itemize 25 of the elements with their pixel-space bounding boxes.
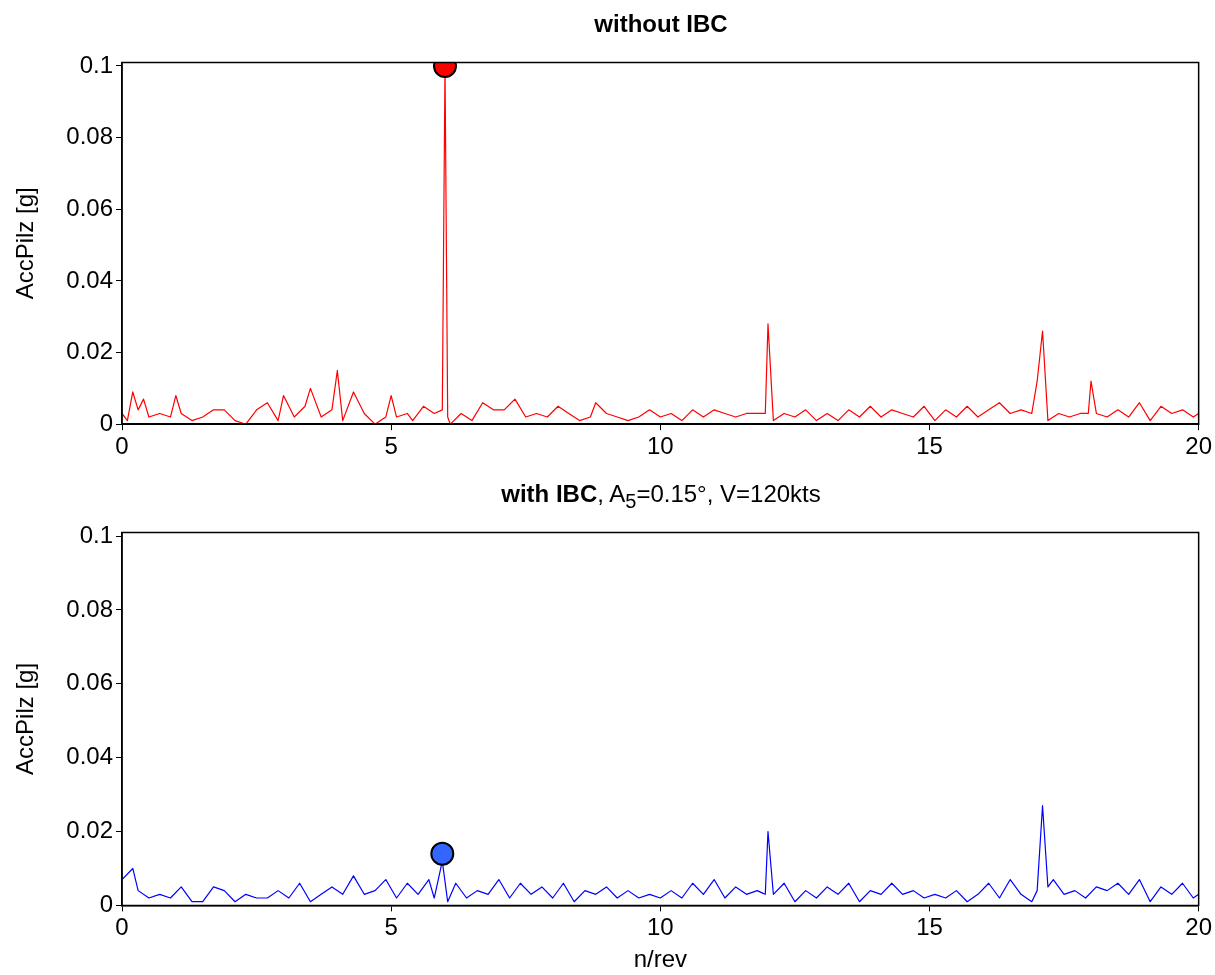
x-tick-label: 15 <box>916 913 943 941</box>
y-tick-label: 0.06 <box>66 193 113 221</box>
y-tick-label: 0.04 <box>66 742 113 770</box>
y-tick-label: 0.08 <box>66 594 113 622</box>
y-tick-label: 0.02 <box>66 816 113 844</box>
y-tick-label: 0 <box>99 408 113 436</box>
y-axis-title: AccPilz [g] <box>11 662 39 775</box>
y-tick-label: 0.1 <box>79 50 113 78</box>
x-tick-label: 20 <box>1185 913 1212 941</box>
y-tick-label: 0.08 <box>66 122 113 150</box>
x-axis-title: n/rev <box>633 945 688 973</box>
x-tick-label: 10 <box>646 913 674 941</box>
y-axis-title: AccPilz [g] <box>11 187 39 300</box>
y-tick-label: 0.1 <box>79 520 113 548</box>
x-tick-label: 20 <box>1185 432 1212 460</box>
y-tick-label: 0.02 <box>66 337 113 365</box>
y-tick-label: 0.06 <box>66 668 113 696</box>
x-tick-label: 10 <box>646 432 674 460</box>
y-tick-label: 0 <box>99 890 113 918</box>
x-tick-label: 5 <box>384 913 398 941</box>
chart-title: without IBC <box>594 10 728 37</box>
chart-title: with IBC, A$_{5}$=0.15°, V=120kts <box>501 480 821 512</box>
x-tick-label: 15 <box>916 432 943 460</box>
x-tick-label: 5 <box>384 432 398 460</box>
y-tick-label: 0.04 <box>66 265 113 293</box>
